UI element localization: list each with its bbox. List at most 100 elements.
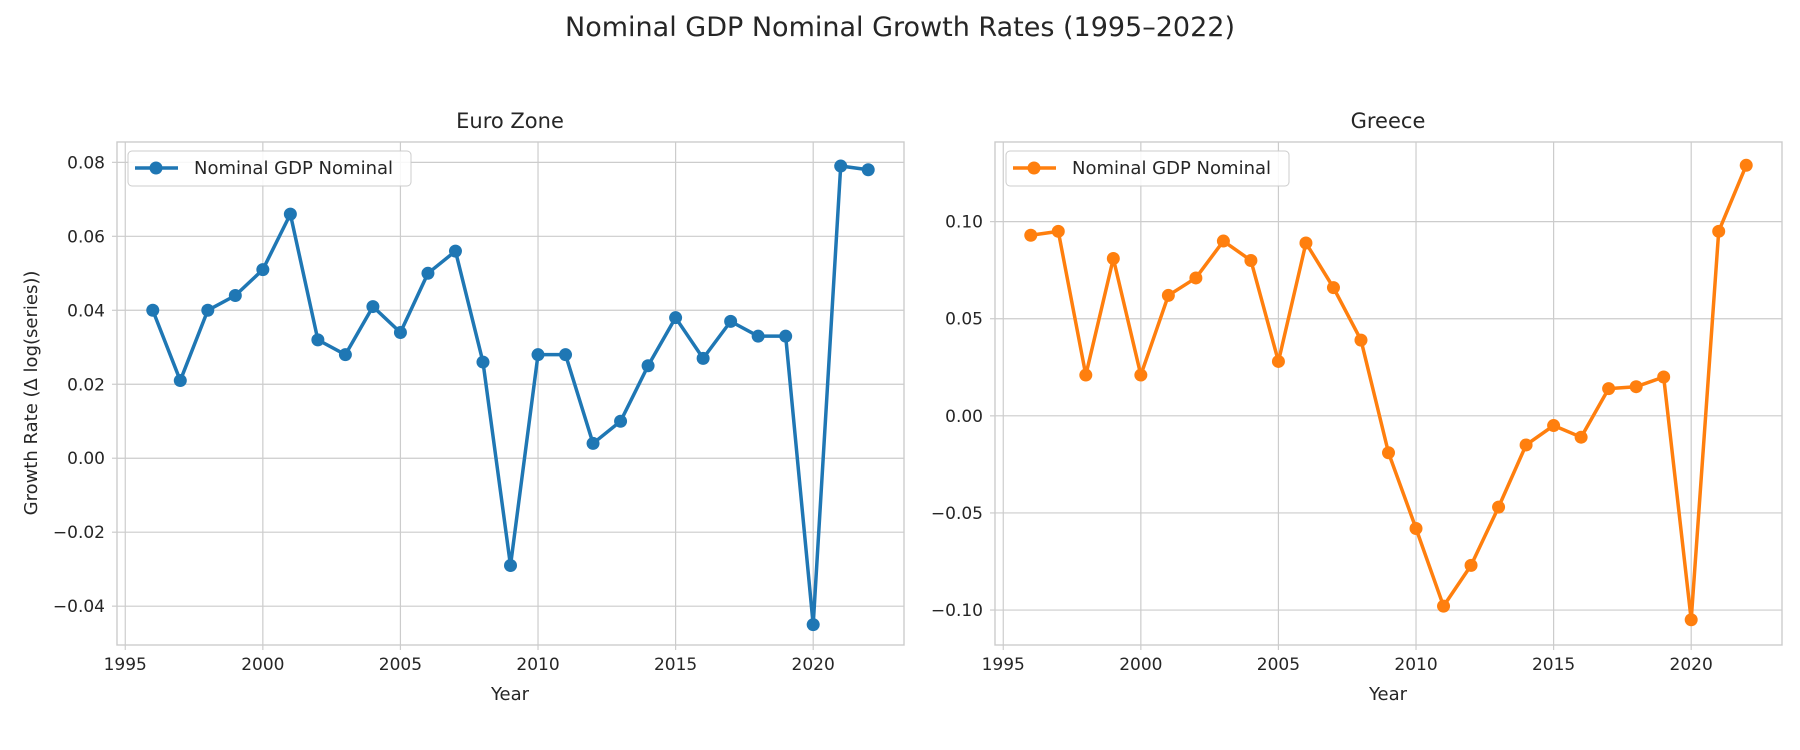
data-point	[311, 333, 325, 347]
data-point	[476, 355, 490, 369]
x-tick-label: 2020	[792, 655, 835, 675]
data-point	[1437, 599, 1451, 613]
series-line	[151, 164, 869, 627]
data-point	[1574, 430, 1588, 444]
y-tick-label: 0.04	[67, 301, 105, 321]
data-point	[228, 288, 242, 302]
data-point	[338, 348, 352, 362]
data-point	[1519, 438, 1533, 452]
data-point	[366, 300, 380, 314]
data-point	[641, 359, 655, 373]
data-point	[1657, 370, 1671, 384]
x-tick-label: 2000	[1119, 655, 1162, 675]
x-axis-label: Year	[490, 684, 530, 705]
data-point	[1106, 252, 1120, 266]
x-tick-label: 2015	[654, 655, 697, 675]
data-point	[586, 436, 600, 450]
data-point	[1189, 271, 1203, 285]
y-tick-label: −0.05	[931, 504, 983, 524]
data-point	[448, 244, 462, 258]
x-tick-label: 2010	[1394, 655, 1437, 675]
data-series	[1024, 158, 1753, 627]
data-point	[834, 159, 848, 173]
y-tick-label: −0.02	[53, 523, 105, 543]
y-axis-label: Growth Rate (Δ log(series))	[21, 271, 42, 516]
data-point	[1547, 419, 1561, 433]
legend-box	[1005, 150, 1290, 187]
gridlines	[995, 142, 1782, 645]
data-point	[1161, 288, 1175, 302]
x-tick-label: 2000	[241, 655, 284, 675]
data-point	[256, 263, 270, 277]
legend: Nominal GDP Nominal	[127, 150, 412, 187]
y-tick-label: 0.06	[67, 227, 105, 247]
x-tick-label: 2020	[1670, 655, 1713, 675]
legend: Nominal GDP Nominal	[1005, 150, 1290, 187]
x-tick-label: 2005	[379, 655, 422, 675]
x-axis: 1995 2000 2005 2010 2015 2020	[104, 645, 835, 675]
y-tick-label: −0.10	[931, 601, 983, 621]
chart-title: Greece	[1351, 109, 1426, 133]
chart-title: Euro Zone	[456, 109, 564, 133]
data-point	[724, 314, 738, 328]
data-point	[861, 163, 875, 177]
y-tick-label: 0.05	[945, 310, 983, 330]
data-point	[173, 374, 187, 388]
data-point	[779, 329, 793, 343]
data-point	[1024, 228, 1038, 242]
y-tick-label: 0.00	[945, 407, 983, 427]
data-point	[1492, 500, 1506, 514]
data-point	[559, 348, 573, 362]
figure-title: Nominal GDP Nominal Growth Rates (1995–2…	[565, 12, 1235, 43]
legend-box	[127, 150, 412, 187]
x-axis: 1995 2000 2005 2010 2015 2020	[982, 645, 1713, 675]
data-point	[806, 618, 820, 632]
data-point	[504, 558, 517, 572]
data-point	[614, 414, 628, 428]
plot-area	[116, 141, 905, 646]
data-point	[1629, 380, 1643, 394]
x-tick-label: 1995	[104, 655, 147, 675]
chart-panel-euro-zone: 1995 2000 2005 2010 2015 2020 −0.04 −0.02 0.00 0…	[21, 109, 905, 705]
y-axis: −0.10 −0.05 0.00 0.05 0.10	[931, 213, 995, 621]
y-tick-label: 0.10	[945, 213, 983, 233]
data-point	[201, 303, 215, 317]
x-axis-label: Year	[1368, 684, 1408, 705]
y-axis: −0.04 −0.02 0.00 0.02 0.04 0.06 0.08	[53, 153, 117, 617]
legend-label: Nominal GDP Nominal	[194, 158, 393, 179]
x-tick-label: 2015	[1532, 655, 1575, 675]
data-point	[1244, 253, 1258, 267]
y-tick-label: 0.02	[67, 375, 105, 395]
x-tick-label: 2010	[516, 655, 559, 675]
data-point	[751, 329, 765, 343]
data-point	[1409, 521, 1423, 535]
legend-label: Nominal GDP Nominal	[1072, 158, 1271, 179]
data-point	[1712, 224, 1726, 238]
data-point	[1134, 368, 1148, 382]
chart-panel-greece: 1995 2000 2005 2010 2015 2020 −0.10 −0.05 0.00 0…	[931, 109, 1783, 705]
data-point	[1079, 368, 1093, 382]
data-point	[1299, 236, 1313, 250]
data-point	[1271, 354, 1285, 368]
x-tick-label: 2005	[1257, 655, 1300, 675]
data-point	[696, 351, 710, 365]
data-point	[393, 325, 407, 339]
y-tick-label: 0.08	[67, 153, 105, 173]
data-point	[1382, 446, 1395, 460]
data-point	[1602, 382, 1616, 396]
data-point	[1326, 281, 1340, 295]
y-tick-label: −0.04	[53, 597, 105, 617]
data-point	[531, 348, 545, 362]
data-point	[1051, 224, 1065, 238]
data-point	[283, 207, 297, 221]
legend-marker	[1027, 161, 1041, 175]
data-point	[421, 266, 435, 280]
data-point	[1739, 158, 1753, 172]
data-point	[1464, 558, 1478, 572]
x-tick-label: 1995	[982, 655, 1025, 675]
data-point	[669, 311, 683, 325]
data-point	[146, 303, 160, 317]
data-point	[1354, 333, 1368, 347]
data-series	[146, 159, 875, 632]
